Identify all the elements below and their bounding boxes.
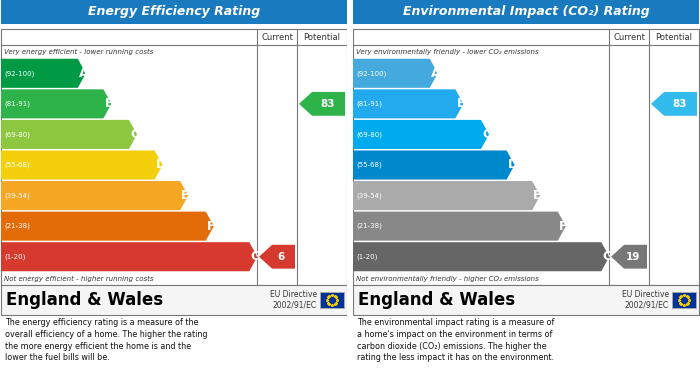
Bar [320, 292, 344, 308]
Polygon shape [353, 212, 566, 241]
Bar [1, 0, 347, 24]
Bar [353, 0, 699, 24]
Text: B: B [456, 97, 466, 110]
Text: G: G [251, 250, 260, 263]
Text: Not energy efficient - higher running costs: Not energy efficient - higher running co… [4, 275, 153, 282]
Bar [353, 285, 699, 315]
Text: D: D [508, 158, 518, 172]
Text: England & Wales: England & Wales [358, 291, 515, 309]
Text: C: C [482, 128, 491, 141]
Polygon shape [1, 151, 162, 179]
Polygon shape [1, 120, 137, 149]
Polygon shape [1, 212, 213, 241]
Polygon shape [1, 89, 111, 118]
Text: 19: 19 [626, 252, 641, 262]
Text: (81-91): (81-91) [356, 100, 382, 107]
Bar [353, 29, 699, 285]
Text: Current: Current [613, 32, 645, 41]
Text: C: C [130, 128, 139, 141]
Polygon shape [611, 245, 647, 269]
Text: Not environmentally friendly - higher CO₂ emissions: Not environmentally friendly - higher CO… [356, 275, 539, 282]
Polygon shape [1, 242, 258, 271]
Text: Environmental Impact (CO₂) Rating: Environmental Impact (CO₂) Rating [402, 5, 650, 18]
Polygon shape [353, 120, 489, 149]
Bar [1, 29, 347, 285]
Text: (81-91): (81-91) [4, 100, 30, 107]
Text: F: F [559, 220, 567, 233]
Polygon shape [353, 59, 438, 88]
Text: F: F [206, 220, 216, 233]
Text: Potential: Potential [655, 32, 692, 41]
Text: EU Directive
2002/91/EC: EU Directive 2002/91/EC [622, 290, 669, 310]
Bar [672, 292, 696, 308]
Text: (1-20): (1-20) [356, 253, 377, 260]
Text: The energy efficiency rating is a measure of the
overall efficiency of a home. T: The energy efficiency rating is a measur… [5, 318, 207, 362]
Text: The environmental impact rating is a measure of
a home's impact on the environme: The environmental impact rating is a mea… [357, 318, 554, 362]
Bar [347, 0, 353, 391]
Text: Energy Efficiency Rating: Energy Efficiency Rating [88, 5, 260, 18]
Text: EU Directive
2002/91/EC: EU Directive 2002/91/EC [270, 290, 317, 310]
Polygon shape [299, 92, 345, 116]
Text: (1-20): (1-20) [4, 253, 25, 260]
Text: Very energy efficient - lower running costs: Very energy efficient - lower running co… [4, 48, 153, 55]
Text: Current: Current [261, 32, 293, 41]
Text: England & Wales: England & Wales [6, 291, 163, 309]
Text: (92-100): (92-100) [4, 70, 34, 77]
Polygon shape [1, 59, 86, 88]
Text: 83: 83 [321, 99, 335, 109]
Polygon shape [353, 89, 463, 118]
Text: A: A [430, 67, 440, 80]
Polygon shape [353, 242, 609, 271]
Text: 6: 6 [278, 252, 285, 262]
Polygon shape [259, 245, 295, 269]
Text: (92-100): (92-100) [356, 70, 386, 77]
Bar [1, 285, 347, 315]
Text: G: G [602, 250, 612, 263]
Polygon shape [651, 92, 697, 116]
Text: Very environmentally friendly - lower CO₂ emissions: Very environmentally friendly - lower CO… [356, 48, 538, 55]
Text: E: E [181, 189, 190, 202]
Text: B: B [104, 97, 114, 110]
Text: (69-80): (69-80) [4, 131, 30, 138]
Text: A: A [79, 67, 88, 80]
Text: (39-54): (39-54) [356, 192, 382, 199]
Text: (21-38): (21-38) [356, 223, 382, 230]
Text: (21-38): (21-38) [4, 223, 30, 230]
Text: (55-68): (55-68) [4, 162, 29, 168]
Text: Potential: Potential [304, 32, 340, 41]
Text: (55-68): (55-68) [356, 162, 382, 168]
Text: (69-80): (69-80) [356, 131, 382, 138]
Text: (39-54): (39-54) [4, 192, 29, 199]
Polygon shape [353, 181, 540, 210]
Polygon shape [1, 181, 188, 210]
Text: D: D [155, 158, 166, 172]
Text: 83: 83 [672, 99, 687, 109]
Text: E: E [533, 189, 542, 202]
Polygon shape [353, 151, 514, 179]
